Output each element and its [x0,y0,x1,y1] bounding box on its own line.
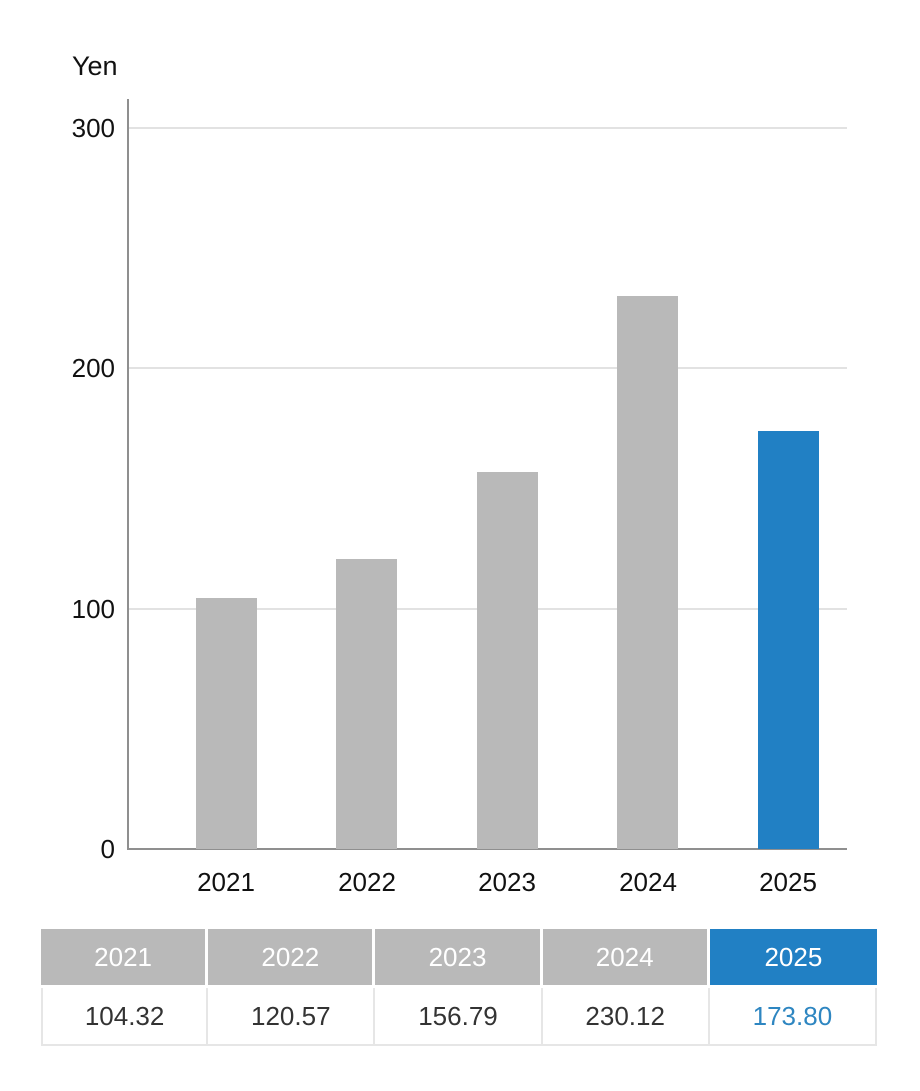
gridline-300 [129,127,847,129]
x-tick-label-2021: 2021 [197,867,255,897]
y-tick-label-200: 200 [71,353,115,384]
table-value-2025: 173.80 [709,988,877,1046]
table-header-2022[interactable]: 2022 [208,929,376,988]
bar-2024[interactable] [617,296,678,849]
table-value-row: 104.32 120.57 156.79 230.12 173.80 [41,988,877,1046]
x-tick-label-2022: 2022 [338,867,396,897]
bar-2023[interactable] [477,472,538,849]
rates-table: 2021 2022 2023 2024 2025 104.32 120.57 156.79 2… [41,929,877,1046]
x-axis-line [127,848,847,850]
table-header-2021[interactable]: 2021 [41,929,209,988]
x-tick-label-2024: 2024 [619,867,677,897]
table-value-2022: 120.57 [208,988,376,1046]
table-value-2021: 104.32 [41,988,209,1046]
table-value-2024: 230.12 [542,988,710,1046]
table-header-2025[interactable]: 2025 [709,929,877,988]
y-axis-line [127,99,129,850]
bar-2021[interactable] [196,598,257,849]
x-tick-label-2023: 2023 [478,867,536,897]
bar-2022[interactable] [336,559,397,849]
y-tick-label-0: 0 [100,834,115,864]
y-tick-label-100: 100 [71,593,115,624]
y-axis-unit-label: Yen [72,51,118,81]
table-header-2024[interactable]: 2024 [542,929,710,988]
table-header-row: 2021 2022 2023 2024 2025 [41,929,877,988]
x-tick-label-2025: 2025 [759,867,817,897]
bar-2025[interactable] [758,431,819,849]
gridline-200 [129,367,847,370]
table-header-2023[interactable]: 2023 [375,929,543,988]
table-value-2023: 156.79 [375,988,543,1046]
y-tick-label-300: 300 [71,113,115,143]
